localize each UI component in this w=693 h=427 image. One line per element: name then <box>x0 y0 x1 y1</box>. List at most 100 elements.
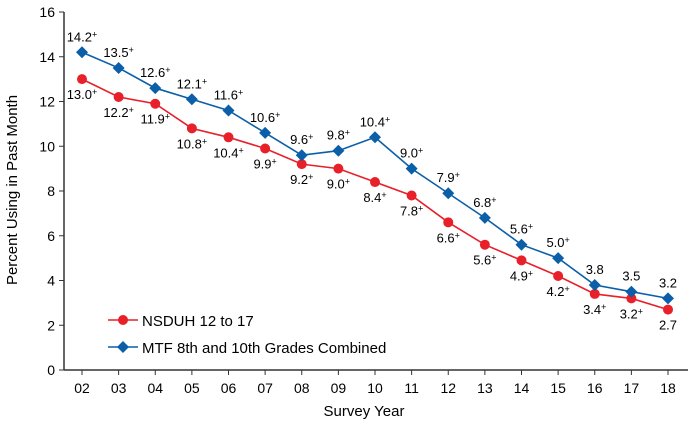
legend-item: NSDUH 12 to 17 <box>108 313 254 330</box>
data-label: 14.2+ <box>67 29 98 44</box>
data-label: 7.8+ <box>400 203 423 218</box>
data-point <box>515 238 528 251</box>
y-tick-label: 6 <box>47 228 55 244</box>
series-group: 13.0+ 12.2+ 11.9+ 10.8+ 10.4+ 9.9+ 9.2+ 9.0+ 8.4… <box>67 29 677 332</box>
data-label: 13.5+ <box>103 45 134 60</box>
data-point <box>259 126 272 139</box>
data-point <box>552 252 565 265</box>
data-label: 9.2+ <box>290 172 313 187</box>
data-point <box>332 144 345 157</box>
legend-item: MTF 8th and 10th Grades Combined <box>108 340 386 357</box>
data-point <box>369 131 381 144</box>
series-mtf: 14.2+ 13.5+ 12.6+ 12.1+ 11.6+ 10.6+ 9.6+ 9.8+ 10… <box>67 29 677 305</box>
data-label: 10.6+ <box>250 110 281 125</box>
data-label: 10.4+ <box>360 114 391 129</box>
data-label: 9.0+ <box>327 177 350 192</box>
data-label: 3.4+ <box>583 302 606 317</box>
data-label: 9.0+ <box>400 146 423 161</box>
data-point <box>478 211 491 224</box>
data-point <box>370 177 380 188</box>
data-label: 4.9+ <box>510 268 533 283</box>
data-label: 8.4+ <box>363 190 386 205</box>
x-tick-label: 02 <box>74 380 90 396</box>
data-point <box>77 74 87 85</box>
x-tick-label: 12 <box>440 380 456 396</box>
x-tick-label: 16 <box>587 380 603 396</box>
x-tick-label: 06 <box>221 380 237 396</box>
y-tick-label: 12 <box>39 94 55 110</box>
legend: NSDUH 12 to 17 MTF 8th and 10th Grades Co… <box>108 313 386 357</box>
series-line <box>81 51 669 300</box>
data-label: 2.7 <box>659 318 677 333</box>
y-axis-label: Percent Using in Past Month <box>4 95 21 285</box>
data-label: 5.6+ <box>510 222 533 237</box>
data-point <box>588 278 601 291</box>
data-point <box>406 190 417 201</box>
data-point <box>149 82 162 95</box>
y-tick-label: 8 <box>47 183 55 199</box>
data-label: 12.1+ <box>177 76 208 91</box>
data-point <box>443 217 454 228</box>
data-label: 6.8+ <box>473 195 496 210</box>
legend-marker <box>117 341 129 353</box>
series-nsduh: 13.0+ 12.2+ 11.9+ 10.8+ 10.4+ 9.9+ 9.2+ 9.0+ 8.4… <box>67 74 677 333</box>
legend-marker <box>118 315 128 325</box>
data-point <box>663 304 673 315</box>
data-label: 3.2 <box>659 275 677 290</box>
data-label: 4.2+ <box>546 284 569 299</box>
data-label: 12.6+ <box>140 65 171 80</box>
data-label: 9.9+ <box>253 156 276 171</box>
y-tick-label: 2 <box>47 317 55 333</box>
data-label: 11.6+ <box>214 87 244 102</box>
data-label: 3.5 <box>622 269 640 284</box>
y-tick-label: 10 <box>39 138 55 154</box>
x-tick-label: 07 <box>257 380 273 396</box>
data-point <box>76 46 88 59</box>
data-point <box>296 159 307 170</box>
data-point <box>222 104 235 117</box>
data-label: 9.6+ <box>290 132 313 147</box>
x-tick-label: 09 <box>331 380 347 396</box>
data-point <box>662 292 674 305</box>
data-point <box>442 187 455 200</box>
data-point <box>626 293 637 304</box>
data-label: 11.9+ <box>140 112 170 127</box>
x-tick-label: 05 <box>184 380 200 396</box>
x-tick-label: 08 <box>294 380 310 396</box>
x-tick-label: 11 <box>404 380 419 396</box>
data-point <box>223 132 234 143</box>
x-tick-label: 17 <box>624 380 640 396</box>
data-point <box>150 98 161 109</box>
y-tick-label: 14 <box>39 49 55 65</box>
data-point <box>625 285 638 298</box>
x-tick-label: 18 <box>660 380 676 396</box>
data-label: 3.2+ <box>620 306 643 321</box>
legend-label: NSDUH 12 to 17 <box>142 313 254 330</box>
x-axis-label: Survey Year <box>324 403 405 420</box>
x-tick-label: 04 <box>147 380 163 396</box>
data-point <box>553 271 564 282</box>
legend-label: MTF 8th and 10th Grades Combined <box>142 340 386 357</box>
data-point <box>186 123 197 134</box>
data-point <box>405 162 418 175</box>
data-point <box>479 239 490 250</box>
x-tick-label: 15 <box>550 380 566 396</box>
data-label: 3.8 <box>586 262 604 277</box>
data-label: 10.4+ <box>213 145 244 160</box>
data-label: 10.8+ <box>177 136 208 151</box>
x-tick-label: 13 <box>477 380 493 396</box>
data-label: 7.9+ <box>437 170 460 185</box>
data-label: 13.0+ <box>67 87 98 102</box>
data-point <box>333 163 344 174</box>
data-point <box>112 61 125 74</box>
y-tick-label: 16 <box>39 4 55 20</box>
data-label: 12.2+ <box>103 105 134 120</box>
data-point <box>260 143 271 154</box>
data-point <box>589 288 600 299</box>
x-tick-label: 10 <box>367 380 383 396</box>
x-tick-label: 14 <box>514 380 530 396</box>
data-point <box>185 93 198 106</box>
y-tick-label: 4 <box>47 273 55 289</box>
